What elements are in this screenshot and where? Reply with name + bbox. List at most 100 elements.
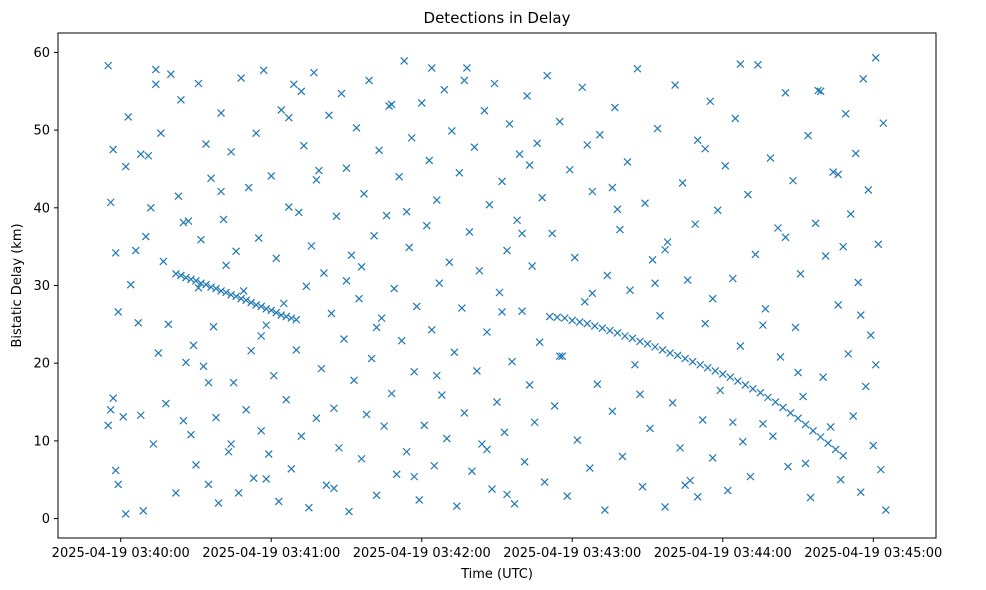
data-point (287, 314, 296, 323)
data-point (257, 332, 266, 340)
data-point (242, 405, 251, 414)
data-point (319, 269, 328, 277)
data-point (583, 140, 592, 149)
data-point (781, 88, 790, 97)
data-point (467, 467, 476, 476)
data-point (114, 480, 123, 489)
data-point (249, 474, 258, 483)
data-point (636, 390, 644, 399)
data-point (718, 370, 727, 378)
data-point (608, 183, 617, 192)
data-point (540, 478, 549, 486)
data-point (365, 76, 373, 85)
data-point (462, 64, 471, 72)
data-point (693, 136, 702, 145)
data-point (390, 284, 399, 293)
data-point (111, 248, 120, 257)
data-point (580, 297, 589, 306)
data-point (856, 488, 865, 497)
data-point (728, 418, 737, 427)
data-point (372, 323, 381, 332)
data-point (794, 368, 802, 377)
data-point (648, 255, 657, 264)
data-point (483, 328, 491, 337)
data-point (555, 117, 564, 126)
data-point (159, 257, 168, 266)
data-point (598, 324, 607, 333)
data-point (224, 447, 233, 456)
data-point (445, 258, 454, 267)
data-point (869, 441, 878, 450)
data-point (252, 129, 261, 138)
data-point (859, 74, 868, 83)
data-point (187, 430, 195, 439)
data-point (764, 393, 772, 402)
y-axis-title: Bistatic Delay (km) (10, 223, 25, 347)
data-point (179, 416, 188, 425)
data-point (854, 278, 863, 287)
data-point (716, 386, 725, 395)
y-tick-label: 0 (42, 512, 50, 527)
data-point (262, 475, 271, 483)
data-point (503, 246, 511, 255)
data-point (513, 216, 521, 225)
data-point (676, 443, 685, 452)
data-point (204, 480, 213, 489)
data-point (146, 203, 155, 212)
data-point (432, 196, 441, 204)
data-point (136, 150, 145, 159)
data-point (578, 83, 587, 92)
data-point (382, 211, 391, 220)
data-point (799, 392, 807, 401)
data-point (583, 319, 592, 328)
data-point (721, 161, 730, 170)
data-point (595, 130, 604, 139)
data-point (292, 346, 301, 354)
data-point (736, 342, 745, 351)
data-point (881, 506, 890, 514)
data-point (683, 276, 692, 284)
data-point (262, 321, 271, 330)
data-point (460, 76, 469, 85)
data-point (701, 144, 710, 153)
data-point (801, 459, 810, 468)
data-point (781, 233, 790, 242)
data-point (274, 497, 283, 506)
data-point (600, 506, 609, 514)
data-point (179, 218, 188, 227)
data-point (816, 433, 825, 441)
data-point (392, 470, 401, 479)
data-point (176, 271, 185, 280)
data-point (806, 493, 815, 502)
data-point (202, 280, 210, 289)
data-point (743, 190, 752, 199)
data-point (345, 507, 353, 516)
data-point (653, 124, 662, 133)
data-point (791, 323, 800, 332)
data-point (841, 109, 850, 118)
data-point (330, 404, 338, 413)
data-point (528, 262, 537, 271)
data-point (242, 296, 251, 305)
data-point (337, 89, 346, 98)
data-point (666, 349, 675, 358)
data-point (184, 217, 193, 225)
data-point (809, 426, 818, 435)
data-point (493, 398, 501, 406)
data-point (342, 164, 351, 173)
data-point (151, 80, 160, 89)
data-point (212, 284, 220, 293)
data-point (174, 192, 183, 201)
data-point (194, 283, 203, 292)
data-point (728, 274, 737, 283)
data-point (626, 286, 634, 295)
data-point (452, 502, 461, 511)
data-point (681, 354, 690, 363)
data-point (794, 414, 802, 423)
data-point (257, 302, 266, 311)
data-point (723, 486, 732, 495)
data-point (367, 354, 376, 363)
data-point (372, 491, 381, 500)
data-point (533, 139, 542, 148)
data-point (525, 381, 534, 389)
